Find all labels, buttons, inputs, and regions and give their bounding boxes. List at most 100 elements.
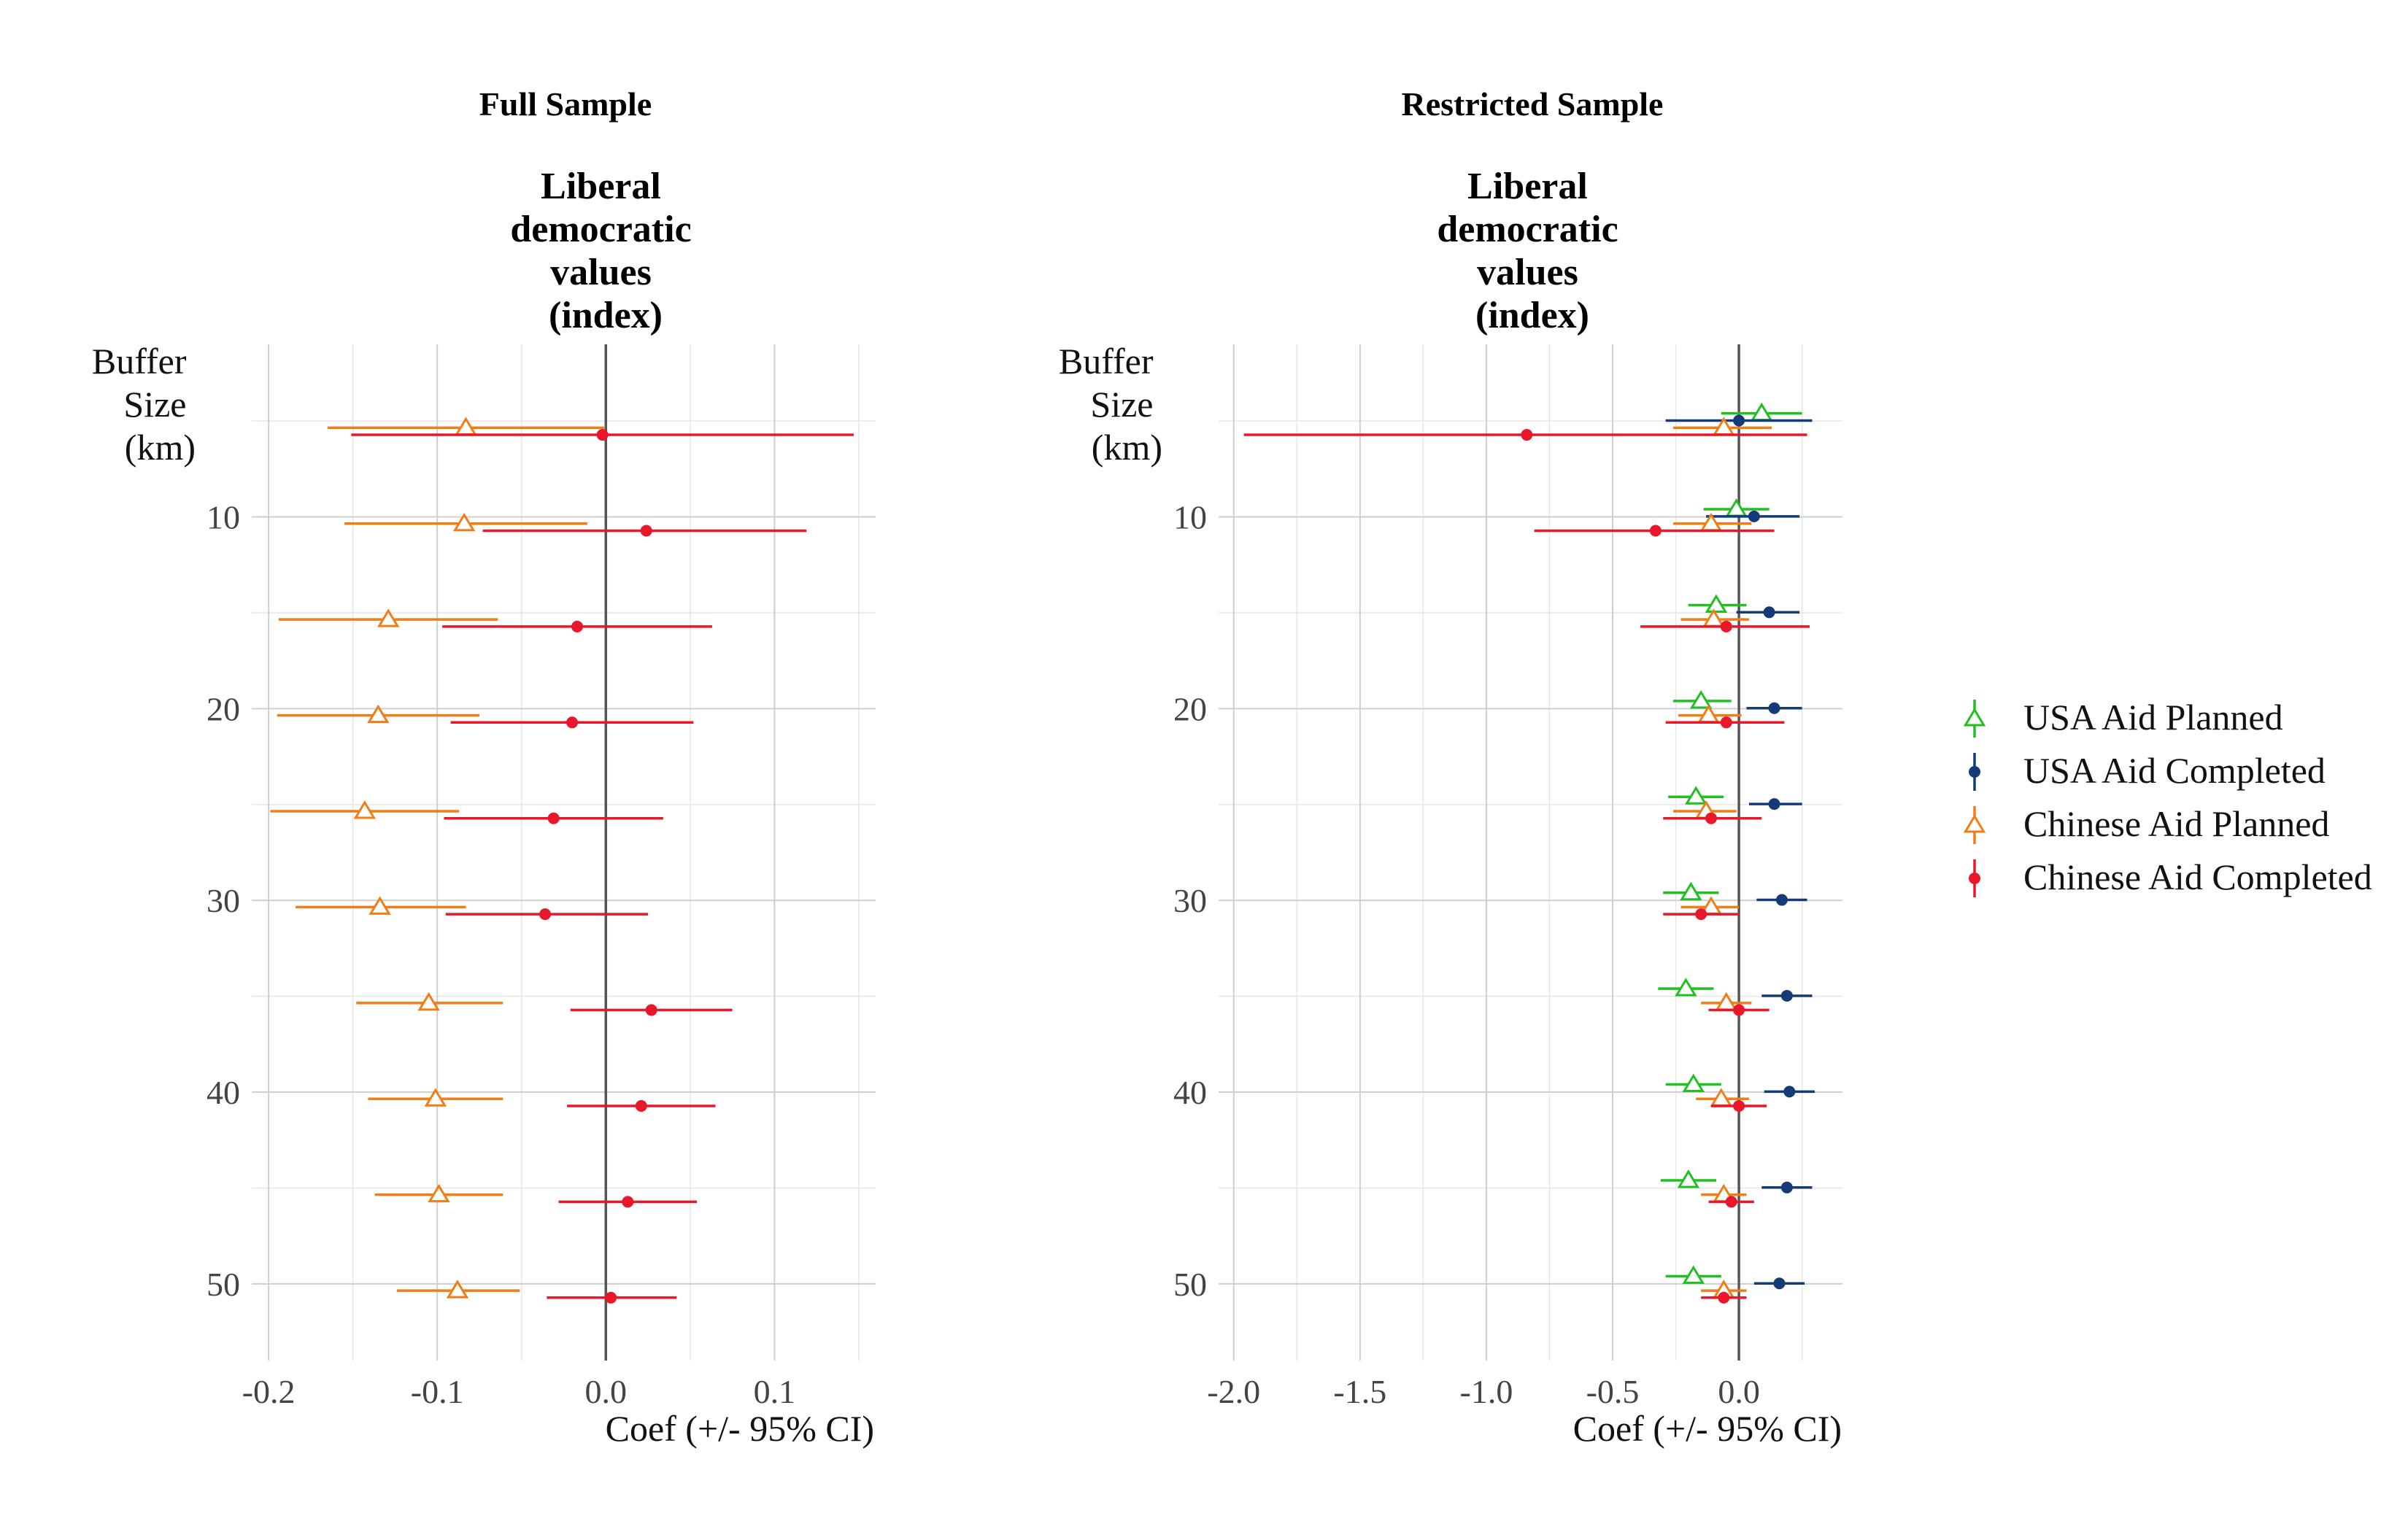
point-estimate [1763, 606, 1775, 619]
point-estimate [635, 1099, 647, 1112]
point-estimate [417, 991, 440, 1011]
point-estimate [596, 429, 609, 441]
y-tick-label: 20 [207, 690, 240, 727]
point-estimate [1780, 1181, 1793, 1194]
y-axis-label-line: Size [123, 384, 186, 425]
point-estimate [640, 525, 652, 537]
series-chinese-aid-planned [1673, 417, 1772, 1299]
legend-key-usa-aid-completed [1969, 753, 1980, 791]
y-tick-label: 30 [207, 882, 240, 919]
facet-title-restricted-sample: Liberal democratic values (index) [1437, 166, 1627, 336]
point-estimate [1748, 510, 1760, 522]
x-tick-label: -2.0 [1207, 1373, 1260, 1410]
point-estimate [1780, 989, 1793, 1002]
y-tick-label: 30 [1173, 882, 1207, 919]
facet-title-line: democratic [510, 209, 691, 250]
point-estimate [1521, 429, 1533, 441]
plot-area-full-sample: -0.2 -0.1 0.0 0.1 10 20 30 40 50 [207, 344, 876, 1410]
y-tick-label: 10 [207, 499, 240, 536]
point-estimate [605, 1291, 617, 1304]
series-chinese-aid-completed [351, 429, 854, 1304]
y-tick-label: 50 [1173, 1266, 1207, 1303]
point-estimate [1684, 786, 1707, 805]
point-estimate [1718, 1291, 1730, 1304]
legend-label-usa-aid-planned: USA Aid Planned [2023, 697, 2283, 738]
point-estimate [353, 800, 377, 819]
point-estimate [1682, 1265, 1705, 1284]
point-estimate [547, 812, 560, 824]
legend-key-marker [1969, 873, 1980, 884]
point-estimate [1689, 689, 1713, 709]
x-tick-label: -1.5 [1333, 1373, 1386, 1410]
facet-title-line: values [1477, 252, 1578, 293]
series-usa-aid-completed [1665, 414, 1815, 1290]
point-estimate [566, 716, 579, 729]
point-estimate [424, 1088, 447, 1107]
legend-label-chinese-aid-completed: Chinese Aid Completed [2023, 856, 2372, 897]
point-estimate [539, 908, 552, 921]
x-tick-label: 0.1 [754, 1373, 796, 1410]
facet-title-line: democratic [1437, 209, 1618, 250]
point-estimate [1677, 1169, 1700, 1188]
point-estimate [377, 608, 400, 627]
panel-title-restricted-sample: Restricted Sample [1402, 85, 1664, 123]
legend-key-usa-aid-planned [1963, 700, 1986, 738]
x-tick-label: 0.0 [585, 1373, 628, 1410]
series-chinese-aid-planned [270, 417, 604, 1299]
x-tick-label: -0.2 [242, 1373, 296, 1410]
point-estimate [368, 896, 391, 915]
x-tick-label: -0.1 [411, 1373, 464, 1410]
y-axis-label-line: Buffer [92, 341, 187, 382]
facet-title-line: Liberal [1467, 166, 1588, 207]
legend-key-marker [1963, 814, 1986, 833]
legend-key-chinese-aid-planned [1963, 806, 1986, 844]
y-tick-label: 50 [207, 1266, 240, 1303]
legend-label-chinese-aid-planned: Chinese Aid Planned [2023, 803, 2329, 844]
point-estimate [428, 1183, 450, 1203]
point-estimate [1705, 594, 1728, 613]
point-estimate [622, 1196, 634, 1208]
legend-key-chinese-aid-completed [1969, 859, 1980, 897]
facet-title-line: (index) [1475, 295, 1589, 336]
y-tick-label: 40 [207, 1074, 240, 1111]
point-estimate [367, 704, 390, 724]
point-estimate [1720, 620, 1732, 632]
point-estimate [446, 1280, 469, 1299]
x-axis-label-restricted-sample: Coef (+/- 95% CI) [1573, 1408, 1842, 1449]
facet-title-line: values [550, 252, 652, 293]
point-estimate [1775, 894, 1788, 906]
y-axis-label-full-sample: Buffer Size (km) [92, 341, 196, 468]
point-estimate [1725, 1196, 1737, 1208]
point-estimate [1733, 1004, 1745, 1016]
point-estimate [1675, 978, 1697, 997]
y-tick-label: 20 [1173, 690, 1207, 727]
point-estimate [1733, 414, 1745, 427]
point-estimate [1705, 812, 1717, 824]
x-axis-label-full-sample: Coef (+/- 95% CI) [606, 1408, 874, 1449]
legend-label-usa-aid-completed: USA Aid Completed [2023, 750, 2326, 791]
facet-title-line: (index) [549, 295, 663, 336]
x-tick-label: 0.0 [1718, 1373, 1760, 1410]
x-tick-label: -1.0 [1460, 1373, 1513, 1410]
point-estimate [1695, 908, 1707, 921]
plot-area-restricted-sample: -2.0 -1.5 -1.0 -0.5 0.0 10 20 30 40 50 [1173, 344, 1842, 1410]
facet-title-line: Liberal [541, 166, 661, 207]
point-estimate [1733, 1099, 1745, 1112]
legend-key-marker [1969, 766, 1980, 778]
y-axis-label-line: Size [1090, 384, 1153, 425]
series-chinese-aid-completed [1243, 429, 1810, 1304]
facet-title-full-sample: Liberal democratic values (index) [510, 166, 701, 336]
point-estimate [1783, 1086, 1796, 1098]
x-tick-label: -0.5 [1586, 1373, 1640, 1410]
panel-title-full-sample: Full Sample [479, 85, 652, 123]
legend-key-marker [1963, 708, 1986, 727]
point-estimate [645, 1004, 657, 1016]
legend: USA Aid Planned USA Aid Completed Chines… [1963, 697, 2372, 897]
point-estimate [1773, 1277, 1786, 1290]
y-axis-label-line: Buffer [1059, 341, 1154, 382]
y-tick-label: 10 [1173, 499, 1207, 536]
y-axis-label-line: (km) [125, 427, 196, 468]
point-estimate [452, 512, 476, 532]
y-tick-label: 40 [1173, 1074, 1207, 1111]
